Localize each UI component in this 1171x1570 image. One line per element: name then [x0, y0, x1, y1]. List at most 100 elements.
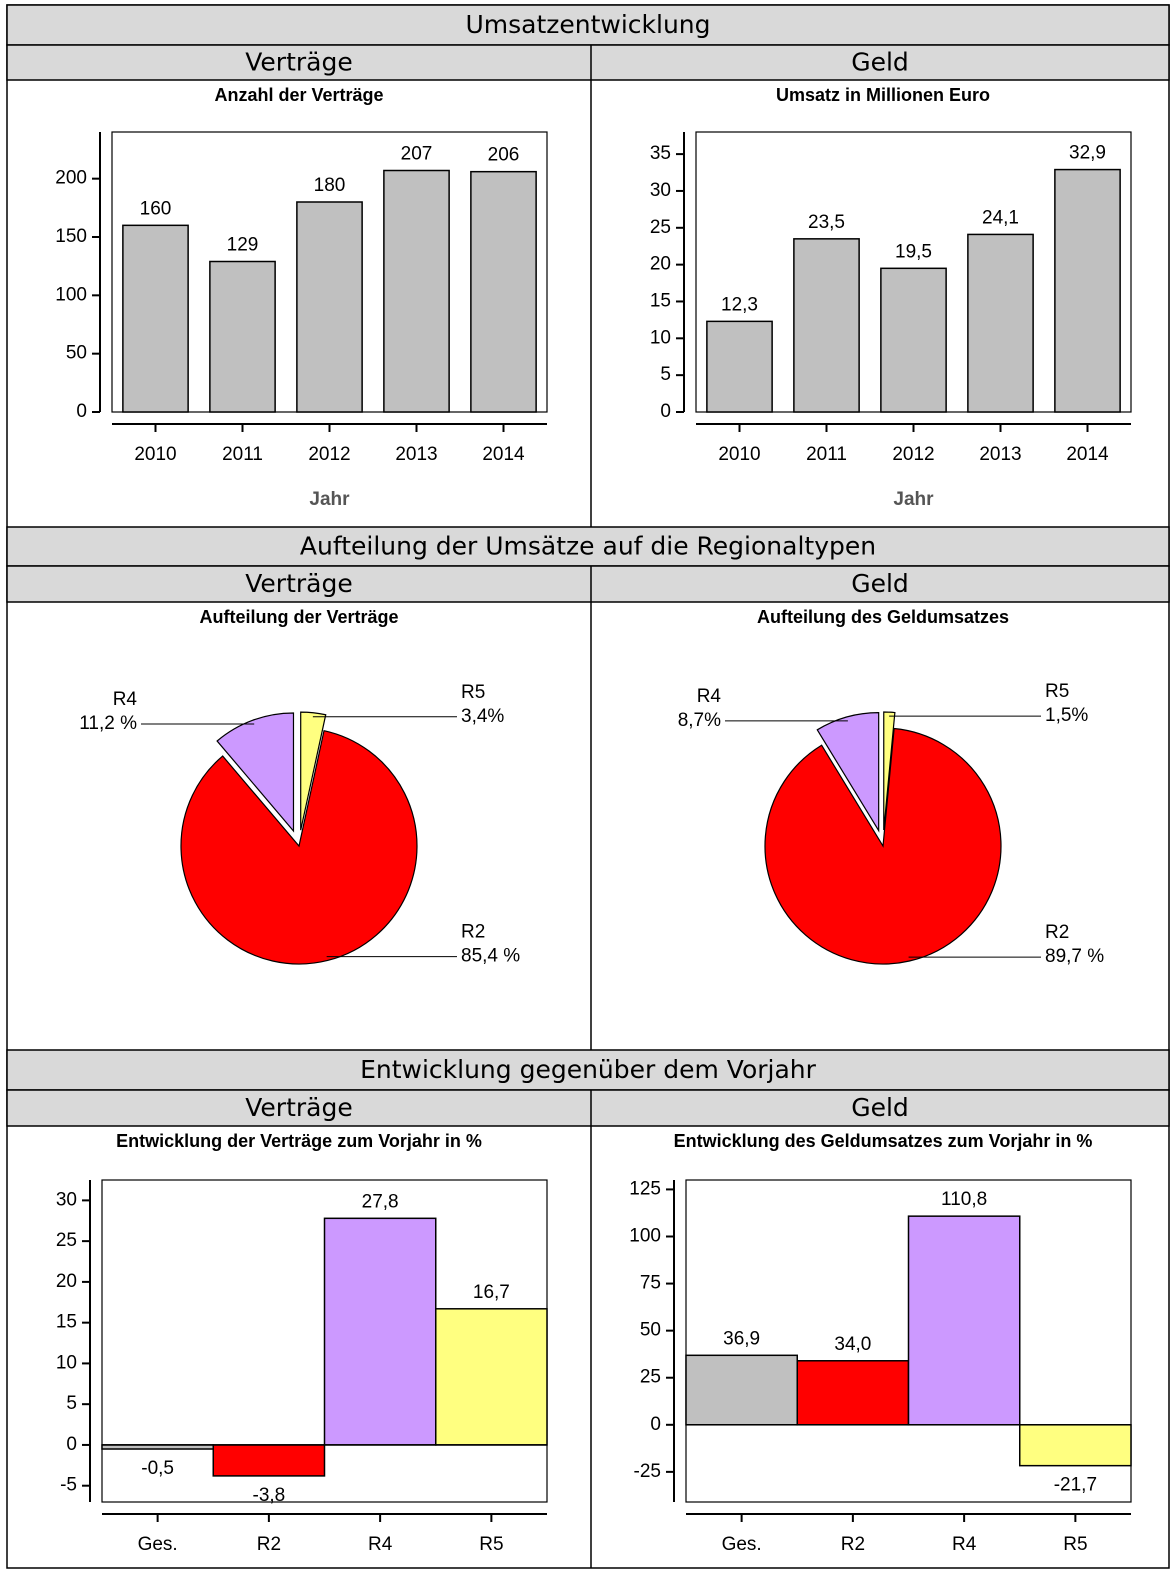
bar [470, 170, 537, 413]
slice-name: R4 [113, 689, 138, 710]
column-header [6, 1089, 1170, 1127]
y-tick-label: 150 [55, 226, 87, 247]
pie-slice [216, 712, 295, 833]
chart-title: Anzahl der Verträge [214, 85, 383, 105]
pie-slice [883, 711, 896, 831]
column-header [6, 565, 1170, 603]
y-tick-label: 50 [66, 343, 87, 364]
x-tick-label: 2010 [718, 444, 760, 465]
value-label: -21,7 [1054, 1475, 1097, 1496]
bar [793, 238, 860, 413]
y-tick-label: 10 [650, 327, 671, 348]
pie-slice [816, 711, 880, 833]
bar [323, 1217, 437, 1446]
chart-title: Entwicklung der Verträge zum Vorjahr in … [116, 1131, 482, 1151]
value-label: 27,8 [362, 1191, 399, 1212]
y-tick-label: 25 [650, 217, 671, 238]
chart-title: Aufteilung des Geldumsatzes [757, 607, 1009, 627]
bar [435, 1308, 548, 1446]
bar [1019, 1424, 1132, 1467]
chart-title: Aufteilung der Verträge [199, 607, 398, 627]
bar [685, 1354, 798, 1426]
bar [383, 169, 450, 413]
x-tick-label: Ges. [722, 1534, 762, 1555]
x-tick-label: R2 [841, 1534, 865, 1555]
x-tick-label: 2013 [979, 444, 1021, 465]
x-tick-label: 2014 [482, 444, 525, 465]
y-tick-label: 20 [56, 1271, 77, 1292]
y-tick-label: 50 [640, 1320, 661, 1341]
x-tick-label: 2011 [222, 444, 263, 465]
column-header [6, 44, 1170, 81]
slice-name: R2 [1045, 922, 1069, 943]
y-tick-label: 0 [76, 401, 87, 422]
x-tick-label: R5 [1063, 1534, 1087, 1555]
bar [1054, 168, 1121, 413]
value-label: 180 [314, 175, 346, 196]
value-label: 160 [140, 198, 172, 219]
y-tick-label: 20 [650, 254, 671, 275]
y-tick-label: 0 [660, 401, 671, 422]
value-label: -3,8 [253, 1485, 286, 1506]
y-tick-label: 15 [56, 1312, 77, 1333]
slice-name: R2 [461, 922, 485, 943]
y-tick-label: 200 [55, 168, 87, 189]
y-tick-label: -25 [634, 1461, 661, 1482]
value-label: 24,1 [982, 207, 1019, 228]
y-tick-label: 15 [650, 290, 671, 311]
bar [296, 201, 363, 413]
y-tick-label: 10 [56, 1352, 77, 1373]
y-tick-label: 0 [66, 1434, 77, 1455]
y-tick-label: 30 [650, 180, 671, 201]
y-tick-label: 35 [650, 143, 671, 164]
x-tick-label: 2011 [806, 444, 847, 465]
chart-title: Entwicklung des Geldumsatzes zum Vorjahr… [674, 1131, 1093, 1151]
value-label: -0,5 [141, 1458, 174, 1479]
x-tick-label: 2012 [308, 444, 350, 465]
slice-label: 89,7 % [1045, 946, 1104, 967]
bar [706, 320, 773, 413]
bar [209, 260, 276, 413]
slice-label: 11,2 % [79, 713, 137, 734]
x-tick-label: 2013 [395, 444, 437, 465]
value-label: 32,9 [1069, 143, 1106, 164]
section-header [6, 1049, 1170, 1091]
bar [967, 233, 1034, 413]
chart-title: Umsatz in Millionen Euro [776, 85, 990, 105]
value-label: 16,7 [473, 1282, 510, 1303]
value-label: 12,3 [721, 294, 758, 315]
y-tick-label: 0 [650, 1414, 661, 1435]
pie-slice [764, 727, 1002, 965]
y-tick-label: 5 [66, 1393, 77, 1414]
slice-label: 8,7% [678, 710, 721, 731]
slice-name: R5 [461, 682, 485, 703]
y-tick-label: 100 [55, 284, 87, 305]
x-axis-label: Jahr [309, 489, 350, 510]
section-title: Entwicklung gegenüber dem Vorjahr [360, 1055, 817, 1084]
y-tick-label: 25 [640, 1367, 661, 1388]
slice-label: 85,4 % [461, 946, 520, 967]
x-tick-label: R4 [952, 1534, 977, 1555]
y-tick-label: -5 [60, 1475, 77, 1496]
bar [796, 1360, 910, 1426]
column-title: Geld [851, 569, 909, 598]
x-tick-label: 2014 [1066, 444, 1109, 465]
column-title: Geld [851, 1093, 909, 1122]
x-axis-label: Jahr [893, 489, 934, 510]
value-label: 34,0 [834, 1334, 871, 1355]
column-title: Verträge [245, 569, 352, 598]
y-tick-label: 125 [629, 1178, 661, 1199]
value-label: 19,5 [895, 241, 932, 262]
section-title: Aufteilung der Umsätze auf die Regionalt… [300, 532, 876, 561]
x-tick-label: R5 [479, 1534, 503, 1555]
section-header [6, 4, 1170, 46]
bar [907, 1215, 1021, 1426]
slice-name: R5 [1045, 681, 1069, 702]
pie-slice [180, 729, 418, 965]
value-label: 207 [401, 144, 433, 165]
bar [212, 1444, 326, 1477]
column-title: Verträge [245, 48, 352, 77]
value-label: 129 [227, 235, 259, 256]
y-tick-label: 75 [640, 1273, 661, 1294]
